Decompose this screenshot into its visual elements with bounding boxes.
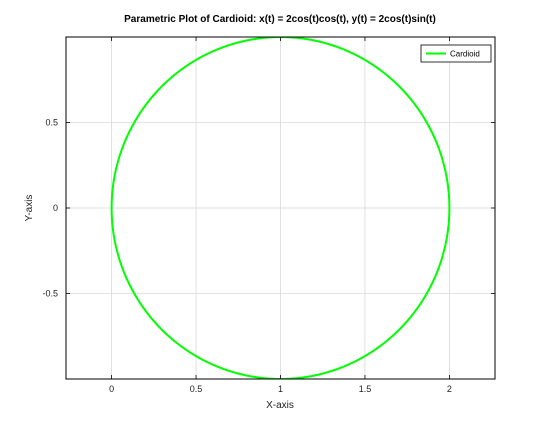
x-tick-label: 0.5 xyxy=(190,384,203,394)
x-tick-label: 2 xyxy=(447,384,452,394)
legend-label-cardioid: Cardioid xyxy=(450,50,480,59)
legend-box xyxy=(420,44,492,63)
y-tick-label: 0 xyxy=(53,203,58,213)
series-line-cardioid xyxy=(110,37,451,379)
x-tick-label: 1 xyxy=(278,384,283,394)
x-tick-label: 0 xyxy=(109,384,114,394)
axis-ticks: 0 0.5 1 1.5 2 -0.5 0 0.5 xyxy=(42,37,495,394)
x-axis-label: X-axis xyxy=(266,400,294,411)
chart-title: Parametric Plot of Cardioid: x(t) = 2cos… xyxy=(124,14,436,25)
y-tick-label: 0.5 xyxy=(45,118,58,128)
legend: Cardioid xyxy=(420,44,492,63)
y-tick-label: -0.5 xyxy=(42,289,58,299)
series-layer xyxy=(110,37,451,379)
x-tick-label: 1.5 xyxy=(359,384,372,394)
y-axis-label: Y-axis xyxy=(24,195,35,222)
